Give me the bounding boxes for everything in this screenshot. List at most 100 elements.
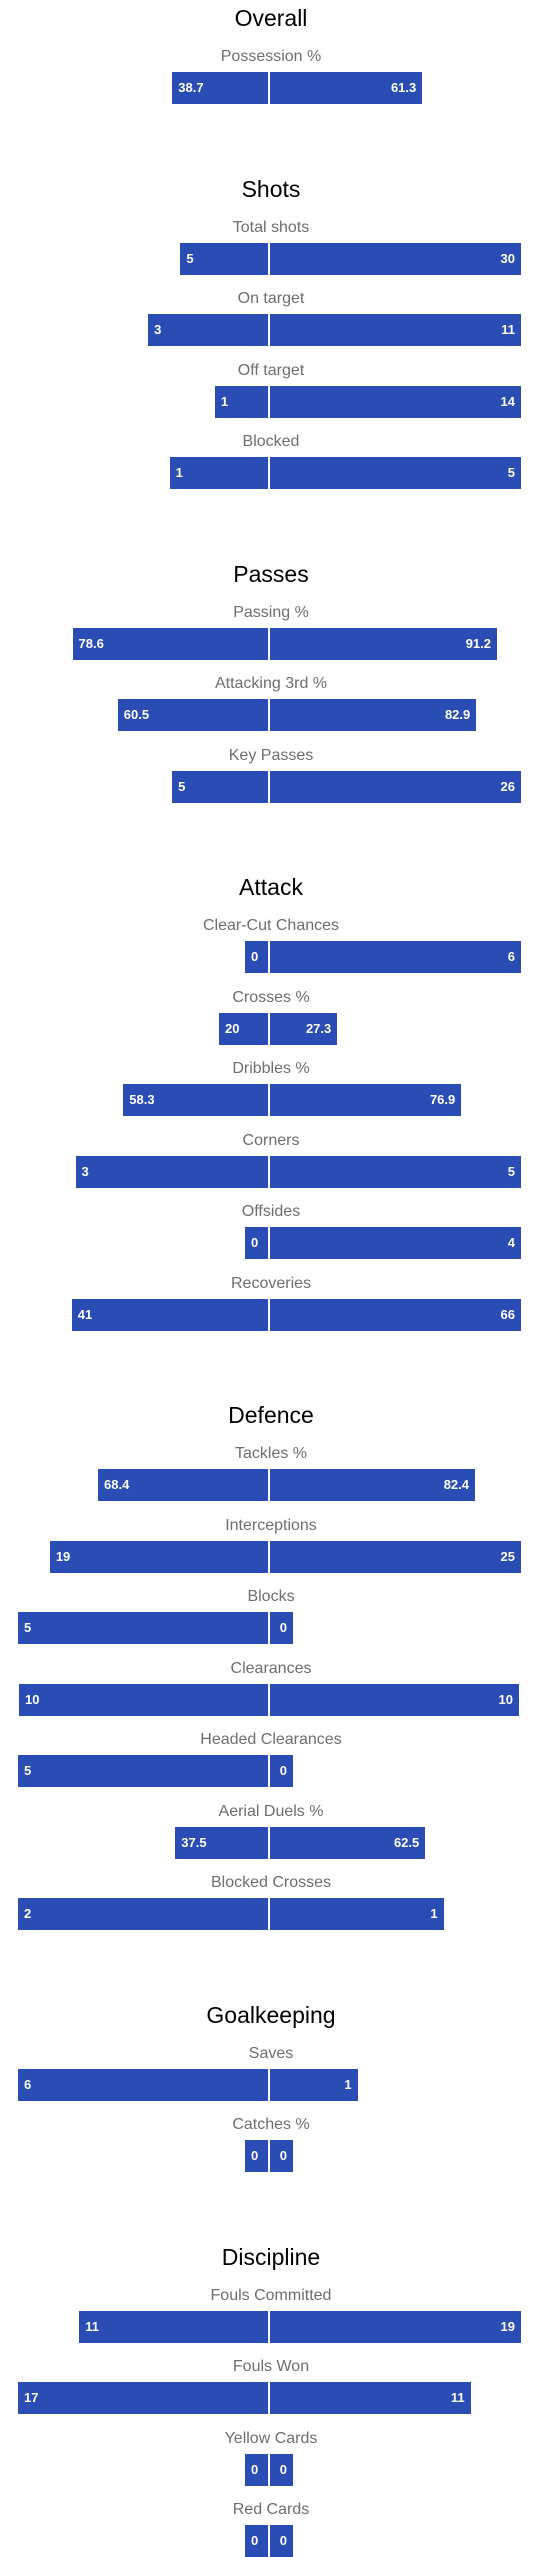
value-away-crosses: 27.3 xyxy=(305,1020,332,1036)
bar-home-clear-cut-chances: 0 xyxy=(245,941,269,973)
bar-home-saves: 6 xyxy=(18,2068,269,2101)
bar-away-blocked-crosses: 1 xyxy=(269,1898,444,1930)
value-away-interceptions: 25 xyxy=(500,1548,515,1564)
bar-home-dribbles: 58.3 xyxy=(123,1084,269,1116)
bar-away-key-passes: 26 xyxy=(269,770,521,803)
stat-label-corners: Corners xyxy=(242,1131,300,1149)
bar-away-fouls-committed: 19 xyxy=(269,2310,521,2343)
stat-label-on-target: On target xyxy=(237,290,305,307)
bar-home-recoveries: 41 xyxy=(71,1298,269,1331)
bar-away-crosses: 27.3 xyxy=(269,1012,338,1045)
value-home-crosses: 20 xyxy=(225,1020,240,1036)
value-home-attacking-3rd: 60.5 xyxy=(123,707,150,722)
bar-away-off-target: 14 xyxy=(269,385,521,418)
value-away-aerial-duels: 62.5 xyxy=(393,1834,420,1850)
bar-home-interceptions: 19 xyxy=(49,1540,269,1573)
value-away-clear-cut-chances: 6 xyxy=(507,949,515,964)
stat-label-attacking-3rd: Attacking 3rd % xyxy=(214,675,328,692)
value-home-blocked: 1 xyxy=(175,465,183,480)
stat-label-yellow-cards: Yellow Cards xyxy=(224,2429,318,2447)
value-away-possession: 61.3 xyxy=(390,80,417,95)
bar-away-fouls-won: 11 xyxy=(269,2382,471,2414)
value-away-on-target: 11 xyxy=(501,322,515,337)
section-title-attack: Attack xyxy=(239,874,303,900)
bar-away-recoveries: 66 xyxy=(269,1298,521,1331)
bar-home-headed-clearances: 5 xyxy=(18,1755,269,1787)
bar-away-blocks: 0 xyxy=(269,1612,293,1644)
bar-away-dribbles: 76.9 xyxy=(269,1084,462,1116)
value-away-attacking-3rd: 82.9 xyxy=(444,707,471,722)
section-title-passes: Passes xyxy=(233,560,309,587)
stat-label-clear-cut-chances: Clear-Cut Chances xyxy=(202,917,340,934)
value-home-possession: 38.7 xyxy=(178,80,204,95)
value-home-key-passes: 5 xyxy=(178,778,186,794)
stat-label-offsides: Offsides xyxy=(241,1203,301,1220)
bar-away-clear-cut-chances: 6 xyxy=(269,941,521,973)
value-away-yellow-cards: 0 xyxy=(279,2461,287,2477)
stat-label-fouls-committed: Fouls Committed xyxy=(210,2286,332,2304)
bar-home-blocked-crosses: 2 xyxy=(18,1898,269,1930)
bar-home-total-shots: 5 xyxy=(180,242,269,275)
bar-away-possession: 61.3 xyxy=(269,72,423,104)
bar-home-offsides: 0 xyxy=(245,1227,269,1259)
bar-home-aerial-duels: 37.5 xyxy=(175,1826,269,1859)
value-away-key-passes: 26 xyxy=(500,778,515,794)
value-away-clearances: 10 xyxy=(498,1691,513,1707)
bar-home-blocked: 1 xyxy=(169,457,269,489)
bar-away-catches: 0 xyxy=(269,2140,293,2172)
stat-label-crosses: Crosses % xyxy=(232,988,310,1006)
value-home-passing: 78.6 xyxy=(78,635,104,651)
value-home-saves: 6 xyxy=(24,2076,32,2092)
bar-home-corners: 3 xyxy=(75,1155,269,1188)
value-home-yellow-cards: 0 xyxy=(251,2461,259,2477)
bar-home-blocks: 5 xyxy=(18,1612,269,1644)
stat-label-blocked: Blocked xyxy=(242,433,300,450)
section-title-overall: Overall xyxy=(234,5,308,31)
value-home-recoveries: 41 xyxy=(77,1306,93,1322)
value-away-offsides: 4 xyxy=(507,1235,515,1250)
bar-home-red-cards: 0 xyxy=(245,2525,269,2557)
bar-home-on-target: 3 xyxy=(148,314,269,346)
bar-away-yellow-cards: 0 xyxy=(269,2453,293,2486)
section-title-shots: Shots xyxy=(241,175,301,202)
bar-home-attacking-3rd: 60.5 xyxy=(117,699,269,731)
stat-label-aerial-duels: Aerial Duels % xyxy=(218,1802,324,1820)
value-home-interceptions: 19 xyxy=(55,1548,71,1564)
value-away-fouls-won: 11 xyxy=(450,2390,465,2405)
value-away-red-cards: 0 xyxy=(279,2533,287,2548)
value-away-recoveries: 66 xyxy=(500,1306,515,1322)
value-home-corners: 3 xyxy=(81,1163,89,1179)
bar-away-clearances: 10 xyxy=(269,1683,519,1716)
value-home-off-target: 1 xyxy=(220,393,229,409)
stat-label-key-passes: Key Passes xyxy=(228,746,314,764)
bar-away-total-shots: 30 xyxy=(269,242,521,275)
bar-home-passing: 78.6 xyxy=(72,627,269,660)
value-home-red-cards: 0 xyxy=(251,2533,259,2548)
section-title-defence: Defence xyxy=(228,1402,314,1428)
bar-home-fouls-committed: 11 xyxy=(79,2310,269,2343)
value-away-blocks: 0 xyxy=(279,1620,287,1635)
stat-label-recoveries: Recoveries xyxy=(230,1274,312,1292)
stat-label-passing: Passing % xyxy=(233,603,309,621)
bar-away-red-cards: 0 xyxy=(269,2525,293,2557)
value-home-headed-clearances: 5 xyxy=(24,1763,32,1778)
bar-home-yellow-cards: 0 xyxy=(245,2453,269,2486)
stat-label-possession: Possession % xyxy=(220,48,322,65)
bar-home-clearances: 10 xyxy=(19,1683,269,1716)
bar-away-passing: 91.2 xyxy=(269,627,497,660)
value-home-offsides: 0 xyxy=(251,1235,259,1250)
value-away-passing: 91.2 xyxy=(465,635,491,651)
stat-label-blocked-crosses: Blocked Crosses xyxy=(210,1874,332,1891)
bar-home-crosses: 20 xyxy=(219,1012,269,1045)
value-home-clear-cut-chances: 0 xyxy=(251,949,259,964)
value-home-catches: 0 xyxy=(251,2148,259,2163)
bar-away-corners: 5 xyxy=(269,1155,521,1188)
value-home-dribbles: 58.3 xyxy=(129,1092,155,1107)
bar-home-catches: 0 xyxy=(245,2140,269,2172)
value-away-saves: 1 xyxy=(344,2076,352,2092)
value-away-blocked-crosses: 1 xyxy=(430,1906,438,1921)
value-home-blocked-crosses: 2 xyxy=(24,1906,32,1921)
bar-home-fouls-won: 17 xyxy=(18,2382,269,2414)
bar-away-on-target: 11 xyxy=(269,314,521,346)
bar-home-key-passes: 5 xyxy=(172,770,269,803)
